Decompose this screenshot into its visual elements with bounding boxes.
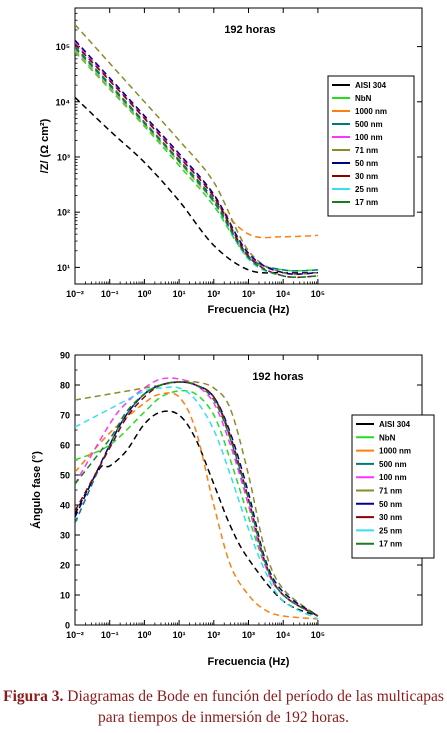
legend: AISI 304 NbN 1000 nm 500 nm 100 nm 71 nm 50 nm… (327, 75, 415, 217)
legend-label: 100 nm (379, 473, 407, 482)
series-line (75, 39, 318, 275)
series-line (75, 43, 318, 279)
x-tick-label: 10⁰ (138, 630, 152, 640)
series-line (75, 381, 319, 617)
series-line (75, 392, 318, 620)
y-tick-label: 30 (60, 531, 70, 541)
series-line (75, 96, 318, 274)
legend-label: AISI 304 (379, 420, 411, 429)
chart-title: 192 horas (252, 371, 303, 383)
caption-label: Figura 3. (3, 688, 64, 705)
series-line (75, 24, 318, 276)
series-line (75, 380, 319, 617)
y-tick-label: 20 (60, 561, 70, 571)
y-tick-label: 10⁴ (56, 97, 70, 107)
x-tick-label: 10¹ (173, 630, 186, 640)
x-tick-label: 10¹ (173, 289, 186, 299)
y-tick-label: 10 (60, 591, 70, 601)
series-line (75, 381, 319, 617)
chart-title: 192 horas (224, 24, 275, 36)
series-line (75, 47, 318, 279)
y-tick-label: 80 (60, 381, 70, 391)
y-axis-label: Ángulo fase (°) (30, 451, 43, 529)
legend-label: 100 nm (355, 133, 383, 142)
x-axis-label: Frecuencia (Hz) (208, 304, 290, 316)
series-line (75, 389, 319, 617)
series-line (75, 381, 319, 617)
series-line (75, 49, 318, 239)
x-tick-label: 10⁻¹ (101, 630, 119, 640)
series-line (75, 46, 318, 272)
y-tick-label: 70 (60, 411, 70, 421)
y-tick-label: 90 (60, 351, 70, 361)
legend-label: 30 nm (379, 513, 402, 522)
legend-label: 71 nm (355, 146, 378, 155)
series-line (75, 377, 319, 617)
caption-text: Diagramas de Bode en función del período… (67, 688, 444, 726)
chart-panel-2: 10⁻² 10⁻¹ 10⁰ 10¹ 10² 10³ 10⁴ 10⁵ 0 10 20 30 40 50 60 7… (30, 351, 435, 668)
y-tick-label: 40 (60, 501, 70, 511)
x-tick-label: 10⁻² (66, 289, 84, 299)
series-line (75, 51, 318, 272)
x-tick-label: 10⁻¹ (101, 289, 119, 299)
x-tick-label: 10³ (242, 630, 255, 640)
y-tick-label: 60 (60, 441, 70, 451)
legend-label: 71 nm (379, 487, 402, 496)
y-tick-label: 10³ (57, 152, 70, 162)
legend-label: 50 nm (355, 159, 378, 168)
x-tick-label: 10⁻² (66, 630, 84, 640)
legend-label: 25 nm (379, 526, 402, 535)
legend-label: 1000 nm (379, 447, 411, 456)
legend-label: AISI 304 (355, 81, 387, 90)
x-tick-label: 10³ (242, 289, 255, 299)
legend-label: 17 nm (355, 198, 378, 207)
y-axis-label: /Z/ (Ω cm²) (39, 118, 51, 173)
y-tick-label: 0 (65, 621, 70, 631)
series-line (75, 41, 318, 275)
y-tick-label: 10² (57, 208, 70, 218)
legend-label: 30 nm (355, 172, 378, 181)
legend-label: NbN (379, 433, 396, 442)
series-line (75, 386, 319, 620)
legend-box (351, 414, 435, 559)
figure-caption: Figura 3. Diagramas de Bode en función d… (0, 686, 447, 728)
x-tick-label: 10⁵ (311, 289, 325, 299)
x-tick-label: 10⁰ (138, 289, 152, 299)
x-tick-label: 10⁴ (276, 630, 290, 640)
series-line (75, 381, 319, 617)
x-tick-label: 10⁴ (276, 289, 290, 299)
y-tick-label: 10¹ (57, 263, 70, 273)
x-tick-label: 10² (207, 289, 220, 299)
legend-label: 25 nm (355, 185, 378, 194)
legend-box (327, 75, 415, 217)
x-axis-label: Frecuencia (Hz) (208, 656, 290, 668)
x-tick-label: 10⁵ (311, 630, 325, 640)
legend-label: 50 nm (379, 500, 402, 509)
x-tick-label: 10² (207, 630, 220, 640)
chart-panel-1: 10⁻² 10⁻¹ 10⁰ 10¹ 10² 10³ 10⁴ 10⁵ 10¹ 10² 10³ 10⁴ 10… (39, 7, 423, 316)
y-tick-label: 50 (60, 471, 70, 481)
legend-label: 500 nm (379, 460, 407, 469)
legend-label: NbN (355, 94, 372, 103)
legend-label: 500 nm (355, 120, 383, 129)
y-tick-label: 10⁵ (56, 42, 70, 52)
legend-label: 1000 nm (355, 107, 387, 116)
series-line (75, 410, 319, 617)
legend-label: 17 nm (379, 540, 402, 549)
legend: AISI 304 NbN 1000 nm 500 nm 100 nm 71 nm 50 nm… (351, 414, 435, 559)
